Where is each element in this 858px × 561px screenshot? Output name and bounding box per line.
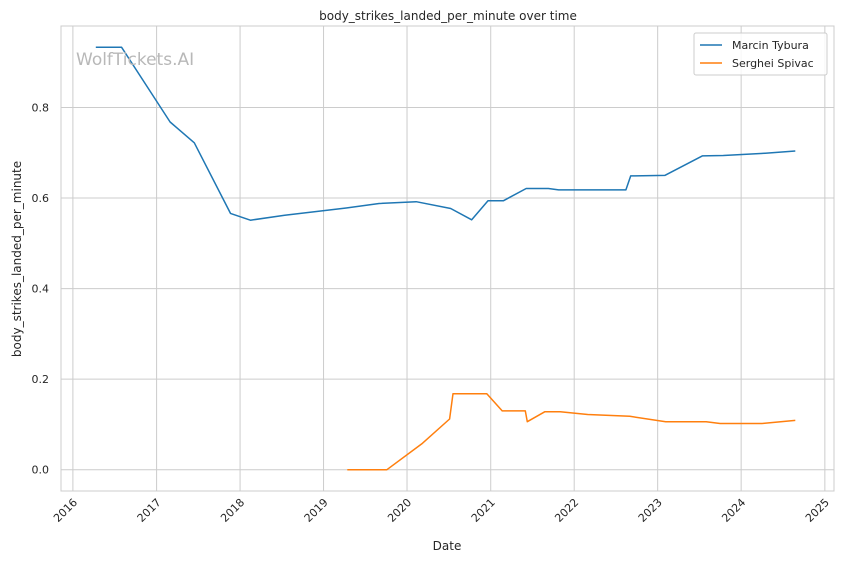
plot-frame (60, 25, 835, 492)
x-axis-label: Date (433, 539, 462, 553)
y-tick-label: 0.0 (32, 464, 50, 477)
series-line-serghei-spivac (347, 392, 796, 471)
y-tick-label: 0.4 (32, 283, 50, 296)
legend-label: Marcin Tybura (732, 39, 809, 52)
y-axis-label: body_strikes_landed_per_minute (10, 161, 24, 357)
legend-label: Serghei Spivac (732, 57, 814, 70)
chart-title: body_strikes_landed_per_minute over time (319, 9, 577, 23)
watermark: WolfTickets.AI (76, 50, 194, 70)
y-tick-label: 0.2 (32, 373, 50, 386)
series-line-marcin-tybura (95, 46, 796, 221)
y-tick-label: 0.8 (32, 101, 50, 114)
legend-box (693, 32, 828, 76)
legend: Marcin Tybura Serghei Spivac (693, 32, 828, 76)
series-layer (95, 46, 796, 471)
grid (61, 26, 834, 491)
y-tick-label: 0.6 (32, 192, 50, 205)
